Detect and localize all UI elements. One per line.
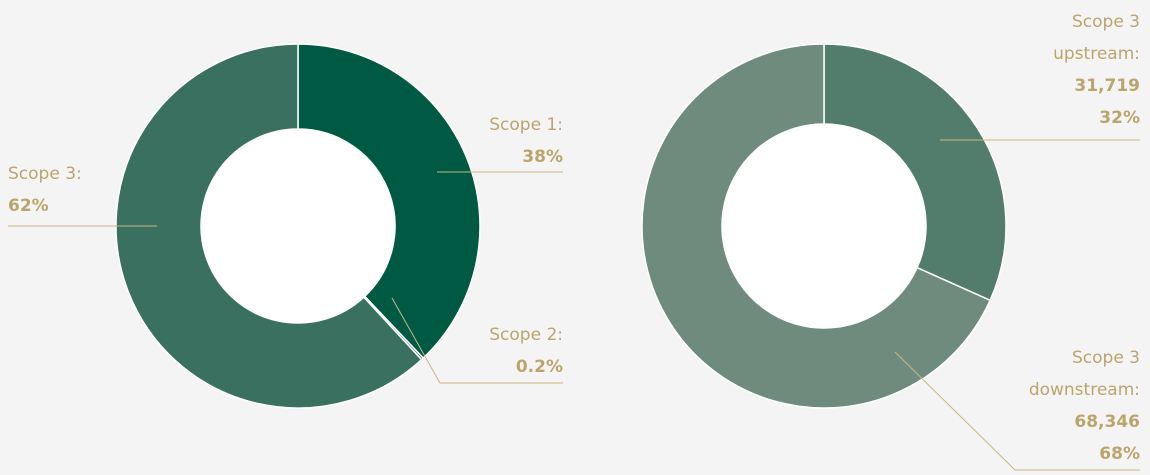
donut-hole <box>201 129 395 323</box>
value-label: 0.2% <box>515 357 563 377</box>
value-label: 68,346 <box>1074 412 1140 432</box>
percent-label: 68% <box>1099 444 1140 464</box>
category-label: Scope 2: <box>489 325 563 345</box>
percent-label: 32% <box>1099 108 1140 128</box>
slice-label: Scope 2: 0.2% <box>448 319 563 383</box>
category-label: Scope 1: <box>489 115 563 135</box>
leader-line <box>391 297 563 384</box>
category-label: Scope 3 upstream: <box>1053 12 1140 64</box>
slice-label: Scope 3: 62% <box>8 158 123 222</box>
category-label: Scope 3 downstream: <box>1028 348 1140 400</box>
category-label: Scope 3: <box>8 164 82 184</box>
donut-hole <box>722 124 926 328</box>
slice-label: Scope 3 downstream: 68,346 68% <box>1025 342 1140 470</box>
leader-line <box>894 351 1140 471</box>
slice-label: Scope 3 upstream: 31,719 32% <box>1025 6 1140 134</box>
value-label: 38% <box>522 147 563 167</box>
slice-label: Scope 1: 38% <box>448 109 563 173</box>
value-label: 31,719 <box>1074 76 1140 96</box>
value-label: 62% <box>8 196 49 216</box>
